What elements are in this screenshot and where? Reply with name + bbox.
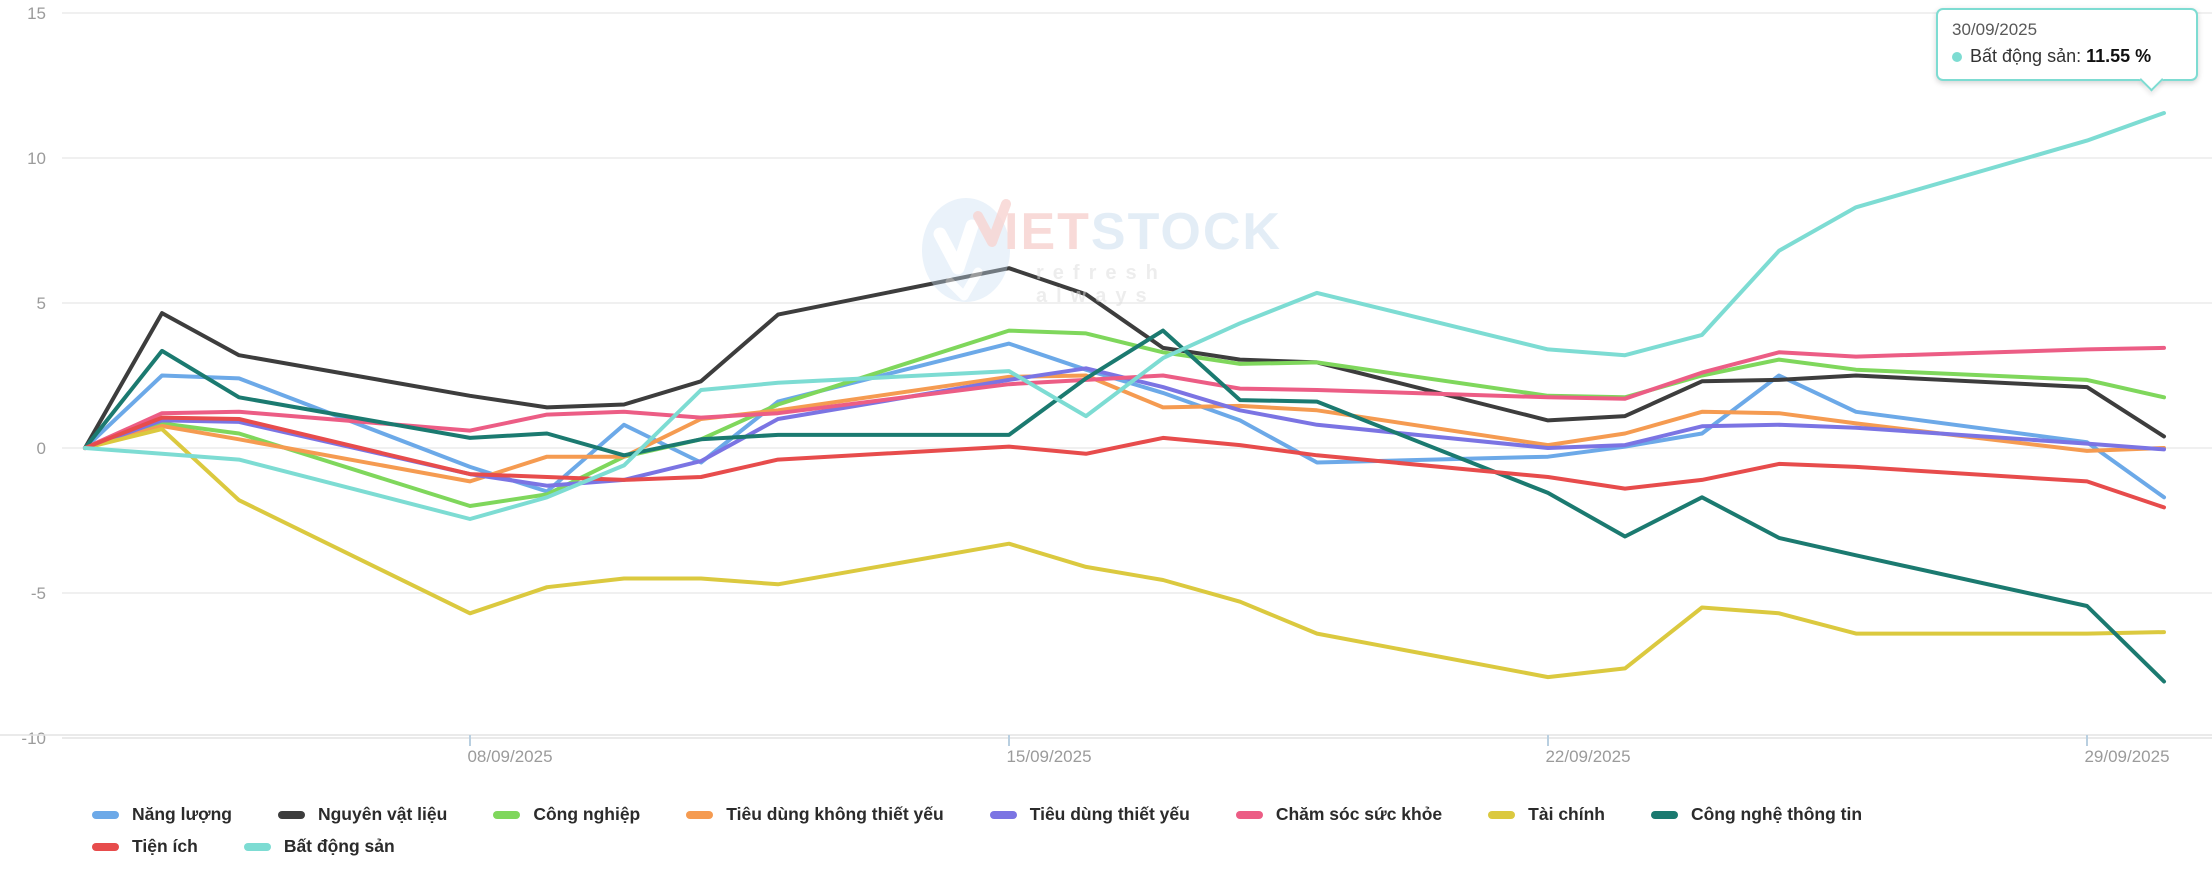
legend-item-tiện-ích[interactable]: Tiện ích [92, 836, 198, 857]
legend-item-bất-động-sản[interactable]: Bất động sản [243, 836, 395, 857]
x-axis-label: 29/09/2025 [2084, 747, 2169, 766]
legend-swatch-icon [92, 842, 119, 851]
legend-label: Năng lượng [132, 804, 232, 824]
y-axis-label: -10 [21, 729, 46, 748]
legend-item-tiêu-dùng-thiết-yếu[interactable]: Tiêu dùng thiết yếu [989, 804, 1190, 825]
legend-swatch-icon [989, 810, 1017, 819]
legend-item-công-nghiệp[interactable]: Công nghiệp [493, 804, 640, 825]
y-axis-label: 0 [37, 439, 46, 458]
series-line-tài-chính[interactable] [83, 427, 2166, 680]
tooltip-series-value: 11.55 % [2086, 46, 2152, 66]
legend-label: Tiêu dùng không thiết yếu [726, 804, 944, 824]
series-line-nguyên-vật-liệu[interactable] [83, 266, 2166, 450]
series-line-công-nghiệp[interactable] [83, 328, 2166, 508]
x-axis-label: 15/09/2025 [1006, 747, 1091, 766]
legend-row: Năng lượng Nguyên vật liệu Công nghiệp Tiêu… [92, 804, 2172, 825]
y-axis-label: 10 [27, 149, 46, 168]
tooltip-series-label: Bất động sản: [1970, 46, 2082, 66]
series-marker-dot-icon [1952, 51, 1962, 62]
legend-item-công-nghệ-thông-tin[interactable]: Công nghệ thông tin [1650, 804, 1863, 825]
series-line-tiện-ích[interactable] [83, 415, 2166, 510]
y-axis-label: 15 [27, 4, 46, 23]
legend-item-nguyên-vật-liệu[interactable]: Nguyên vật liệu [277, 804, 448, 825]
legend-swatch-icon [1650, 810, 1678, 819]
legend-label: Tiện ích [132, 836, 198, 856]
legend-label: Công nghệ thông tin [1690, 804, 1863, 824]
legend-item-năng-lượng[interactable]: Năng lượng [92, 804, 232, 825]
y-axis-label: -5 [31, 584, 46, 603]
legend-label: Tiêu dùng thiết yếu [1029, 804, 1190, 824]
legend-swatch-icon [1235, 810, 1263, 819]
line-chart[interactable]: 15 10 5 0 -5 -10 08/09/2025 15/09/2025 22/09/202… [0, 0, 2212, 780]
tooltip-date: 30/09/2025 [1952, 20, 2038, 39]
chart-legend: Năng lượng Nguyên vật liệu Công nghiệp Tiêu… [92, 804, 2172, 857]
series-line-công-nghệ-thông-tin[interactable] [83, 328, 2166, 684]
legend-item-tiêu-dùng-không-thiết-yếu[interactable]: Tiêu dùng không thiết yếu [686, 804, 944, 825]
y-axis-label: 5 [37, 294, 46, 313]
legend-swatch-icon [686, 810, 714, 819]
legend-label: Nguyên vật liệu [317, 804, 448, 824]
legend-swatch-icon [1488, 810, 1516, 819]
legend-swatch-icon [92, 810, 119, 819]
legend-swatch-icon [243, 842, 271, 851]
legend-label: Chăm sóc sức khỏe [1275, 804, 1443, 824]
x-axis-label: 08/09/2025 [467, 747, 552, 766]
x-axis-label: 22/09/2025 [1545, 747, 1630, 766]
legend-label: Tài chính [1528, 804, 1605, 824]
series-line-năng-lượng[interactable] [83, 341, 2166, 500]
legend-label: Công nghiệp [533, 804, 641, 824]
legend-label: Bất động sản [283, 836, 395, 856]
series-line-chăm-sóc-sức-khỏe[interactable] [83, 345, 2166, 450]
legend-swatch-icon [493, 810, 521, 819]
legend-item-tài-chính[interactable]: Tài chính [1488, 804, 1605, 825]
series-line-bất-động-sản[interactable] [83, 111, 2166, 521]
legend-row: Tiện ích Bất động sản [92, 836, 2172, 857]
chart-tooltip: 30/09/2025 Bất động sản: 11.55 % [1936, 8, 2198, 92]
legend-swatch-icon [277, 810, 305, 819]
tooltip-series-row: Bất động sản: 11.55 % [1952, 46, 2180, 67]
legend-item-chăm-sóc-sức-khỏe[interactable]: Chăm sóc sức khỏe [1235, 804, 1443, 825]
